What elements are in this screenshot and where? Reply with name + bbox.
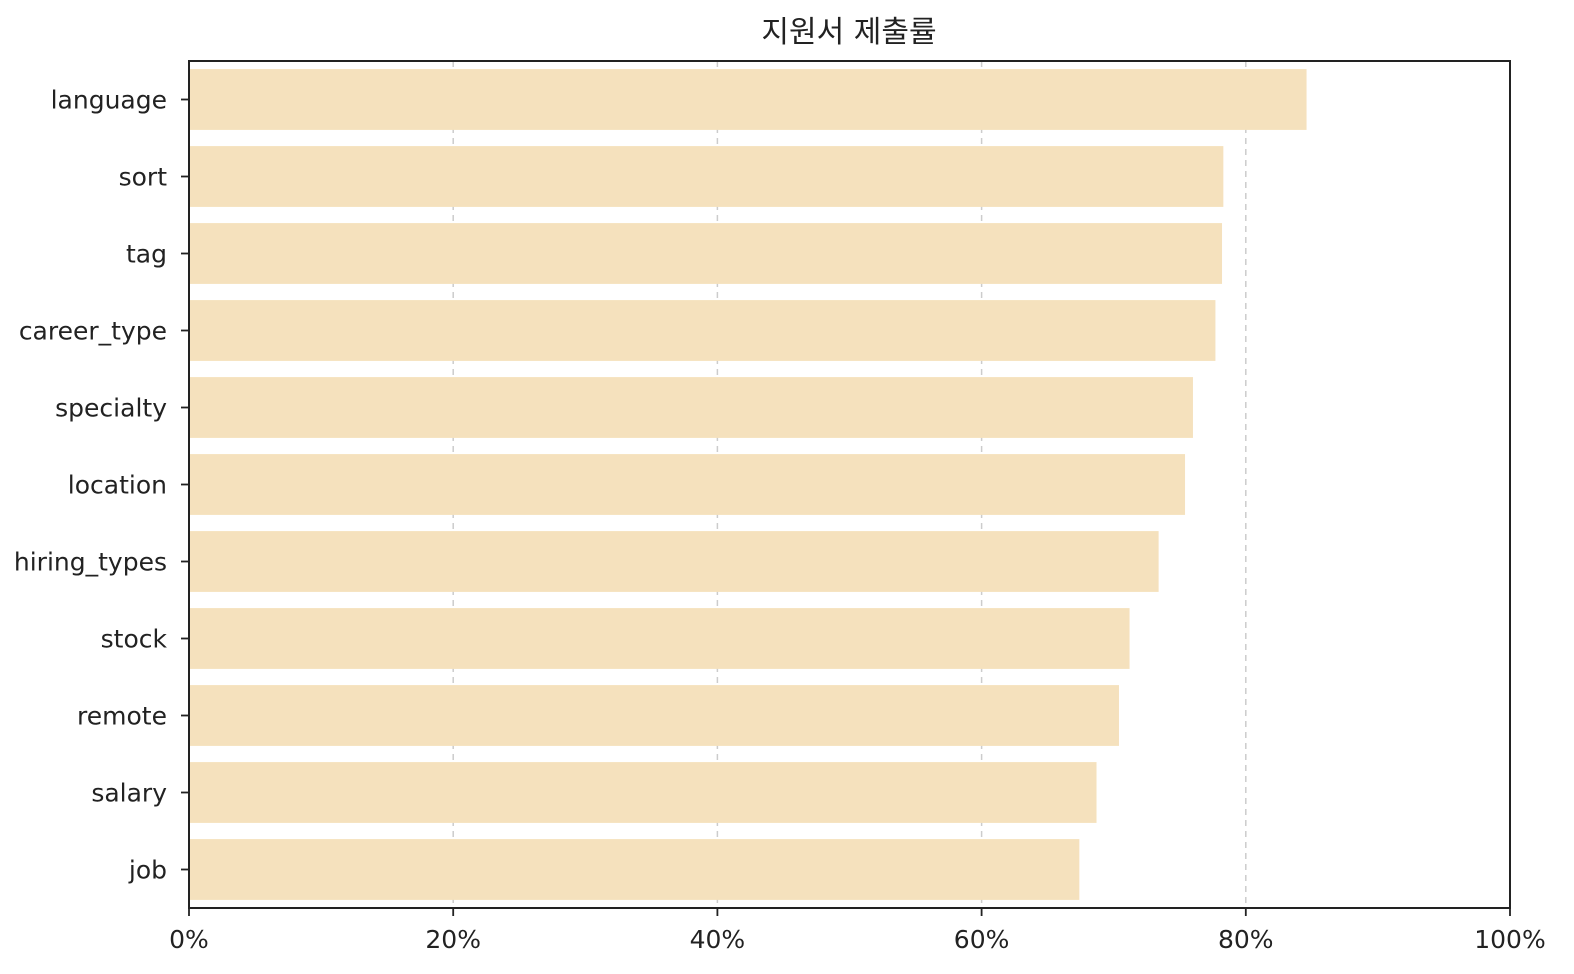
bar-tag	[189, 223, 1223, 284]
bar-job	[189, 839, 1080, 900]
chart-title: 지원서 제출률	[761, 15, 936, 50]
y-tick-label-hiring_types: hiring_types	[14, 548, 167, 577]
x-tick-label-4: 80%	[1218, 925, 1274, 954]
x-tick-label-5: 100%	[1474, 925, 1545, 954]
y-tick-label-location: location	[68, 471, 167, 500]
bar-career_type	[189, 300, 1216, 361]
x-tick-label-2: 40%	[690, 925, 746, 954]
x-tick-label-1: 20%	[425, 925, 481, 954]
y-tick-label-remote: remote	[77, 702, 167, 731]
x-axis: 0% 20% 40% 60% 80% 100%	[169, 908, 1546, 954]
y-tick-label-career_type: career_type	[19, 317, 167, 346]
y-tick-label-tag: tag	[126, 240, 167, 269]
x-tick-label-0: 0%	[169, 925, 209, 954]
y-tick-label-salary: salary	[91, 779, 167, 808]
y-tick-label-stock: stock	[101, 625, 168, 654]
bar-sort	[189, 146, 1224, 207]
y-tick-label-specialty: specialty	[55, 394, 167, 423]
bar-hiring_types	[189, 531, 1159, 592]
y-tick-label-language: language	[51, 86, 167, 115]
bar-location	[189, 454, 1186, 515]
bar-stock	[189, 608, 1130, 669]
bar-language	[189, 69, 1307, 130]
bar-remote	[189, 685, 1119, 746]
x-tick-label-3: 60%	[954, 925, 1010, 954]
bar-salary	[189, 762, 1097, 823]
y-axis: language sort tag career_type specialty locat…	[14, 86, 189, 885]
y-tick-label-sort: sort	[119, 163, 168, 192]
bar-specialty	[189, 377, 1193, 438]
y-tick-label-job: job	[128, 856, 167, 885]
bars	[189, 69, 1307, 900]
